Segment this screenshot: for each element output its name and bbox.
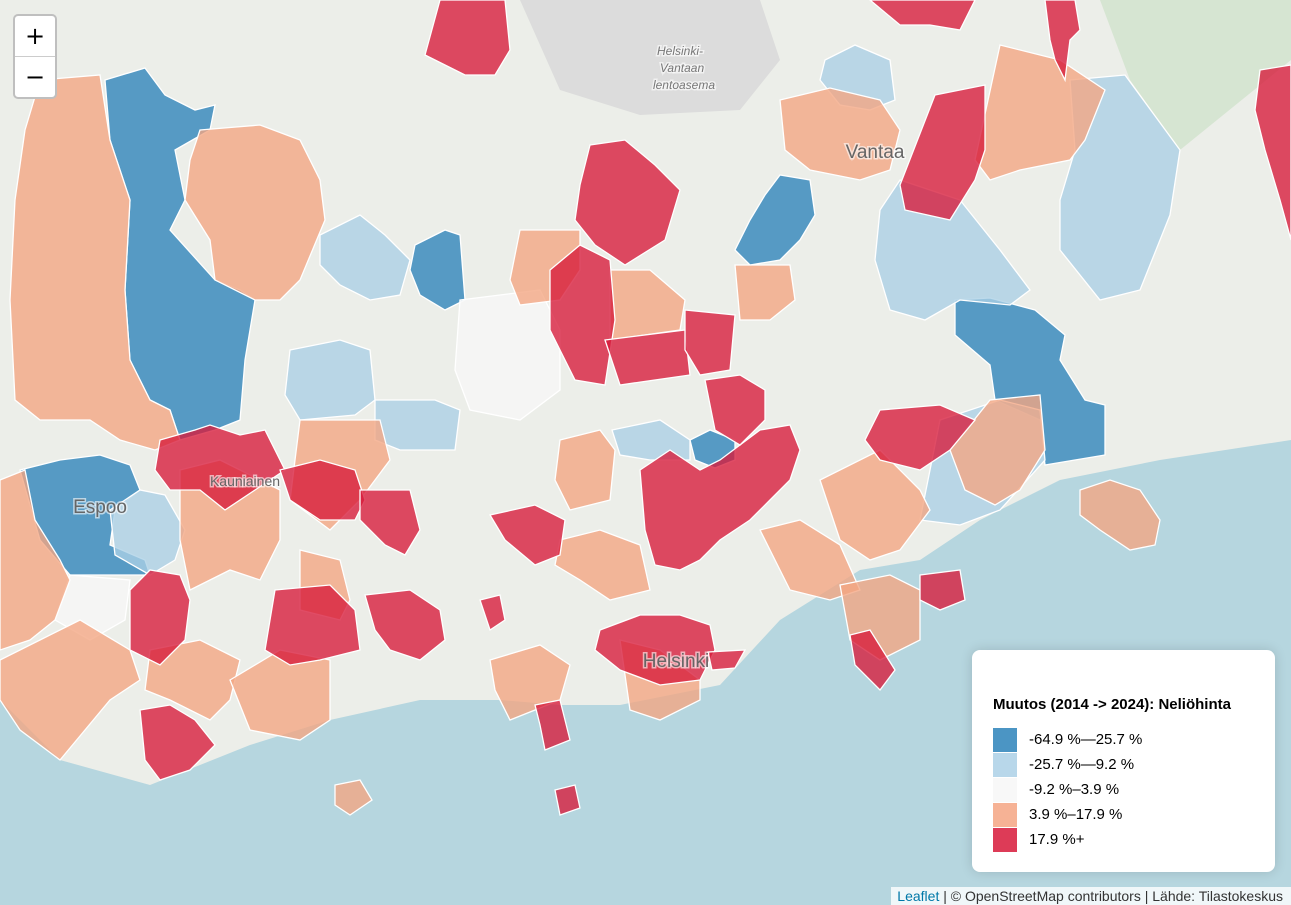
legend-swatch bbox=[993, 827, 1017, 852]
zoom-control: + − bbox=[13, 14, 57, 99]
region bbox=[129, 569, 191, 666]
place-label: Kauniainen bbox=[210, 473, 280, 489]
region bbox=[264, 584, 361, 666]
region bbox=[734, 264, 796, 321]
region bbox=[554, 529, 651, 601]
zoom-out-button[interactable]: − bbox=[15, 56, 55, 97]
region bbox=[734, 174, 816, 266]
region bbox=[554, 429, 616, 511]
region bbox=[0, 619, 141, 761]
region bbox=[359, 489, 421, 556]
region bbox=[364, 589, 446, 661]
region bbox=[594, 614, 716, 686]
legend-label: 17.9 %+ bbox=[1029, 831, 1085, 848]
region bbox=[1044, 0, 1081, 83]
region bbox=[139, 704, 216, 781]
region bbox=[1059, 74, 1181, 301]
region bbox=[704, 374, 766, 446]
region bbox=[874, 179, 1031, 321]
legend-item: -9.2 %–3.9 % bbox=[993, 777, 1275, 802]
legend-item: -64.9 %—25.7 % bbox=[993, 727, 1275, 752]
region bbox=[284, 339, 376, 421]
legend-swatch bbox=[993, 802, 1017, 827]
region bbox=[864, 404, 977, 471]
region bbox=[779, 87, 901, 181]
region bbox=[554, 784, 581, 816]
region bbox=[144, 639, 241, 721]
legend-label: -9.2 %–3.9 % bbox=[1029, 781, 1120, 798]
region bbox=[574, 139, 681, 266]
legend-title: Muutos (2014 -> 2024): Neliöhinta bbox=[993, 696, 1231, 713]
region bbox=[479, 594, 506, 632]
region bbox=[0, 469, 71, 651]
legend: Muutos (2014 -> 2024): Neliöhinta -64.9 … bbox=[972, 650, 1275, 872]
legend-items: -64.9 %—25.7 % -25.7 %—9.2 % -9.2 %–3.9 % 3… bbox=[993, 727, 1275, 852]
region bbox=[334, 779, 373, 816]
legend-label: 3.9 %–17.9 % bbox=[1029, 806, 1123, 823]
sea bbox=[0, 440, 1291, 905]
region bbox=[424, 0, 511, 76]
region bbox=[184, 124, 326, 301]
airport bbox=[520, 0, 780, 115]
region bbox=[868, 0, 976, 31]
region bbox=[154, 424, 286, 511]
legend-item: -25.7 %—9.2 % bbox=[993, 752, 1275, 777]
region bbox=[604, 329, 691, 386]
legend-swatch bbox=[993, 752, 1017, 777]
zoom-in-button[interactable]: + bbox=[24, 22, 46, 50]
region bbox=[899, 84, 986, 221]
place-label: lentoasema bbox=[653, 78, 715, 92]
place-label: Helsinki- bbox=[657, 44, 703, 58]
legend-item: 17.9 %+ bbox=[993, 827, 1275, 852]
legend-label: -64.9 %—25.7 % bbox=[1029, 731, 1143, 748]
region bbox=[1079, 479, 1161, 551]
region bbox=[279, 459, 366, 521]
leaflet-link[interactable]: Leaflet bbox=[897, 888, 940, 904]
region bbox=[609, 269, 686, 341]
region bbox=[849, 629, 896, 691]
region bbox=[954, 297, 1106, 466]
region bbox=[229, 649, 331, 741]
region bbox=[534, 699, 571, 751]
place-label: Vantaan bbox=[660, 61, 705, 75]
region bbox=[374, 399, 461, 451]
region bbox=[409, 229, 466, 311]
region bbox=[707, 649, 747, 671]
place-label: Espoo bbox=[73, 497, 127, 518]
place-label: Vantaa bbox=[846, 142, 905, 163]
region bbox=[319, 214, 411, 301]
attribution: Leaflet | © OpenStreetMap contributors |… bbox=[891, 887, 1291, 905]
legend-swatch bbox=[993, 727, 1017, 752]
region bbox=[488, 504, 566, 566]
region bbox=[1254, 64, 1291, 241]
region bbox=[684, 309, 736, 376]
attribution-text: | © OpenStreetMap contributors | Lähde: … bbox=[943, 888, 1283, 904]
place-label: Helsinki bbox=[643, 651, 710, 672]
region bbox=[639, 424, 801, 571]
region bbox=[109, 489, 186, 576]
park bbox=[1100, 0, 1291, 150]
legend-swatch bbox=[993, 777, 1017, 802]
region bbox=[919, 569, 966, 611]
legend-item: 3.9 %–17.9 % bbox=[993, 802, 1275, 827]
legend-label: -25.7 %—9.2 % bbox=[1029, 756, 1135, 773]
region bbox=[611, 419, 691, 461]
region bbox=[454, 289, 561, 421]
